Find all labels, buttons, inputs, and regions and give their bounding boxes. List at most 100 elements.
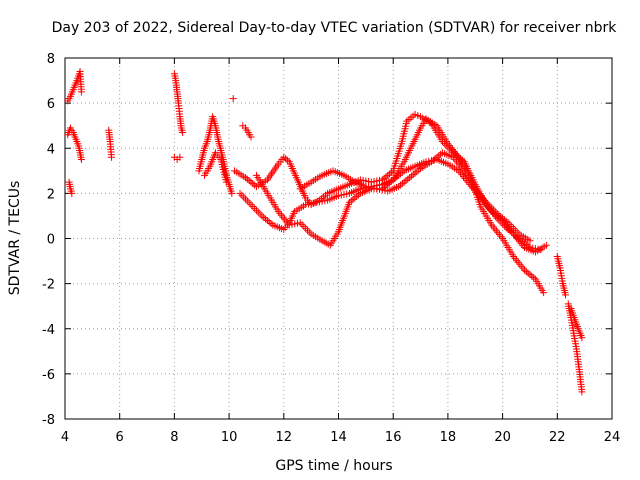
y-tick-label: 2 [47, 187, 55, 202]
data-point-fill [492, 227, 500, 235]
data-point [427, 158, 435, 166]
data-point-fill [247, 178, 255, 186]
series-late-b [564, 300, 586, 396]
series-early-c [65, 178, 76, 197]
data-point [406, 174, 414, 182]
data-point-fill [243, 197, 251, 205]
data-point [280, 153, 288, 161]
data-point-fill [277, 211, 285, 219]
data-point-fill [398, 168, 406, 176]
data-point-fill [528, 272, 536, 280]
data-point-fill [526, 271, 534, 279]
data-point-fill [431, 155, 439, 163]
y-tick-label: 8 [47, 52, 55, 67]
x-tick-label: 4 [61, 430, 69, 445]
data-point-fill [516, 260, 524, 268]
x-tick-label: 24 [604, 430, 621, 445]
data-point [540, 289, 548, 297]
y-tick-label: 4 [47, 142, 55, 157]
x-tick-label: 10 [221, 430, 238, 445]
data-point [242, 174, 250, 182]
data-point-fill [263, 216, 271, 224]
data-point [345, 198, 353, 206]
data-point-fill [530, 274, 538, 282]
y-tick-label: 6 [47, 97, 55, 112]
data-point-fill [502, 217, 510, 225]
data-point-fill [384, 180, 392, 188]
data-point-fill [435, 152, 443, 160]
data-point [77, 88, 85, 96]
series-isolated-b [229, 95, 237, 103]
data-point-fill [500, 216, 508, 224]
data-point-fill [407, 172, 415, 180]
data-point [542, 241, 550, 249]
data-point-fill [252, 206, 260, 214]
data-point-fill [398, 180, 406, 188]
data-point-fill [386, 179, 394, 187]
data-point [247, 133, 255, 141]
x-tick-label: 14 [330, 430, 347, 445]
x-tick-label: 22 [549, 430, 566, 445]
data-point-fill [249, 203, 257, 211]
data-point-fill [262, 215, 270, 223]
data-point-fill [242, 195, 250, 203]
data-point-fill [437, 150, 445, 158]
data-point-fill [267, 219, 275, 227]
data-point [493, 210, 501, 218]
data-point-fill [349, 195, 357, 203]
data-point-fill [429, 156, 437, 164]
data-point [395, 183, 403, 191]
data-point-fill [400, 178, 408, 186]
data-point-fill [305, 228, 313, 236]
chart-title: Day 203 of 2022, Sidereal Day-to-day VTE… [52, 20, 618, 36]
x-tick-label: 6 [116, 430, 124, 445]
data-point-fill [347, 197, 355, 205]
plot-frame [64, 57, 613, 420]
data-point-fill [513, 256, 521, 264]
y-tick-label: -8 [42, 413, 55, 428]
data-point-fill [524, 269, 532, 277]
data-point-fill [238, 191, 246, 199]
x-tick-label: 20 [494, 430, 511, 445]
data-point-fill [409, 171, 417, 179]
data-point [228, 189, 236, 197]
data-point-fill [355, 191, 363, 199]
data-point-fill [351, 194, 359, 202]
data-point [578, 334, 586, 342]
series-isolated-a [105, 126, 115, 161]
data-point [520, 266, 528, 274]
y-tick-label: -4 [42, 323, 55, 338]
data-point-fill [415, 166, 423, 174]
data-point-fill [495, 231, 503, 239]
data-point-fill [411, 169, 419, 177]
y-tick-label: -2 [42, 278, 55, 293]
data-point-fill [382, 182, 390, 190]
x-tick-label: 16 [385, 430, 402, 445]
data-point-fill [404, 175, 412, 183]
x-tick-label: 18 [440, 430, 457, 445]
data-point-fill [519, 264, 527, 272]
data-point-fill [495, 211, 503, 219]
x-tick-label: 12 [276, 430, 293, 445]
data-point-fill [517, 262, 525, 270]
data-point-fill [491, 225, 499, 233]
y-tick-label: -6 [42, 368, 55, 383]
data-point-fill [254, 208, 262, 216]
series-mid-a [239, 122, 255, 141]
y-axis-label: SDTVAR / TECUs [7, 181, 23, 296]
data-point-fill [298, 221, 306, 229]
data-point-fill [256, 210, 264, 218]
data-point [176, 153, 184, 161]
data-point-fill [514, 258, 522, 266]
series-morning-d [200, 149, 230, 186]
data-point [222, 178, 230, 186]
y-tick-label: 0 [47, 233, 55, 248]
series-early-a [64, 68, 85, 105]
data-point-fill [382, 173, 390, 181]
data-point [562, 291, 570, 299]
data-point-fill [386, 170, 394, 178]
data-point-fill [387, 168, 395, 176]
data-point-fill [260, 213, 268, 221]
data-point-fill [413, 168, 421, 176]
data-point-fill [497, 213, 505, 221]
